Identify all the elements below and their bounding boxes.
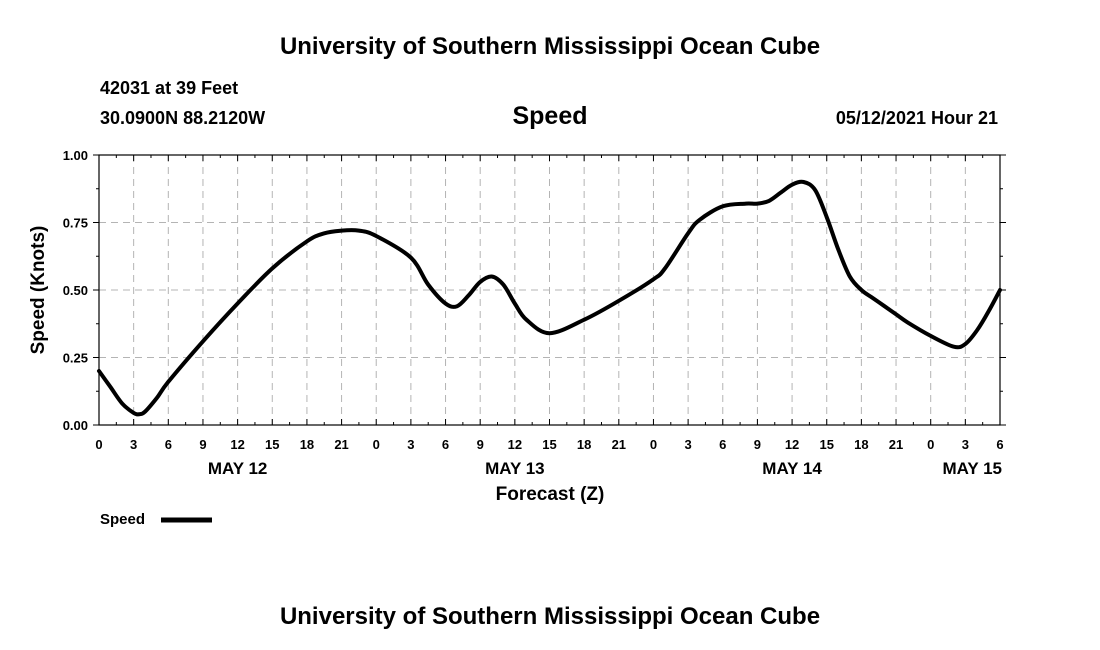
x-tick-label: 3: [130, 437, 137, 452]
x-tick-label: 18: [854, 437, 868, 452]
x-tick-label: 12: [508, 437, 522, 452]
x-tick-label: 9: [477, 437, 484, 452]
date-labels: MAY 12 MAY 13 MAY 14 MAY 15: [208, 459, 1002, 478]
date-label: MAY 13: [485, 459, 545, 478]
x-tick-label: 21: [612, 437, 626, 452]
x-tick-label: 12: [785, 437, 799, 452]
date-label: MAY 14: [762, 459, 822, 478]
y-tick-label: 0.25: [63, 351, 88, 366]
x-tick-label: 15: [265, 437, 279, 452]
page-title-bottom: University of Southern Mississippi Ocean…: [280, 603, 820, 630]
x-tick-label: 6: [719, 437, 726, 452]
x-tick-label: 21: [334, 437, 348, 452]
x-tick-label: 6: [442, 437, 449, 452]
x-tick-labels: 0 3 6 9 12 15 18 21 0 3 6 9 12 15 18 21 0 3 6 9 12 15 18 21 0 3 6: [95, 437, 1003, 452]
x-tick-label: 3: [407, 437, 414, 452]
date-label: MAY 15: [942, 459, 1002, 478]
y-tick-label: 1.00: [63, 148, 88, 163]
x-tick-label: 15: [819, 437, 833, 452]
x-tick-label: 18: [300, 437, 314, 452]
x-tick-label: 21: [889, 437, 903, 452]
x-tick-label: 0: [373, 437, 380, 452]
speed-series-line: [97, 179, 1002, 417]
x-tick-label: 3: [962, 437, 969, 452]
x-tick-label: 6: [996, 437, 1003, 452]
x-tick-label: 0: [650, 437, 657, 452]
x-axis-label: Forecast (Z): [496, 484, 605, 505]
legend-label: Speed: [100, 511, 145, 528]
x-tick-label: 3: [684, 437, 691, 452]
station-label: 42031 at 39 Feet: [100, 78, 238, 98]
grid-lines: [99, 155, 1000, 425]
page-title-top: University of Southern Mississippi Ocean…: [280, 33, 820, 60]
y-tick-label: 0.50: [63, 283, 88, 298]
x-tick-label: 0: [927, 437, 934, 452]
y-tick-labels: 0.00 0.25 0.50 0.75 1.00: [63, 148, 88, 433]
location-label: 30.0900N 88.2120W: [100, 108, 265, 128]
x-tick-label: 12: [230, 437, 244, 452]
y-tick-label: 0.00: [63, 418, 88, 433]
x-tick-label: 9: [199, 437, 206, 452]
chart-title: Speed: [512, 102, 587, 130]
date-label: MAY 12: [208, 459, 268, 478]
x-tick-label: 9: [754, 437, 761, 452]
x-tick-label: 18: [577, 437, 591, 452]
x-tick-label: 0: [95, 437, 102, 452]
x-tick-label: 15: [542, 437, 556, 452]
y-tick-label: 0.75: [63, 216, 88, 231]
x-tick-label: 6: [165, 437, 172, 452]
y-axis-label: Speed (Knots): [28, 226, 49, 355]
timestamp-label: 05/12/2021 Hour 21: [836, 108, 998, 128]
